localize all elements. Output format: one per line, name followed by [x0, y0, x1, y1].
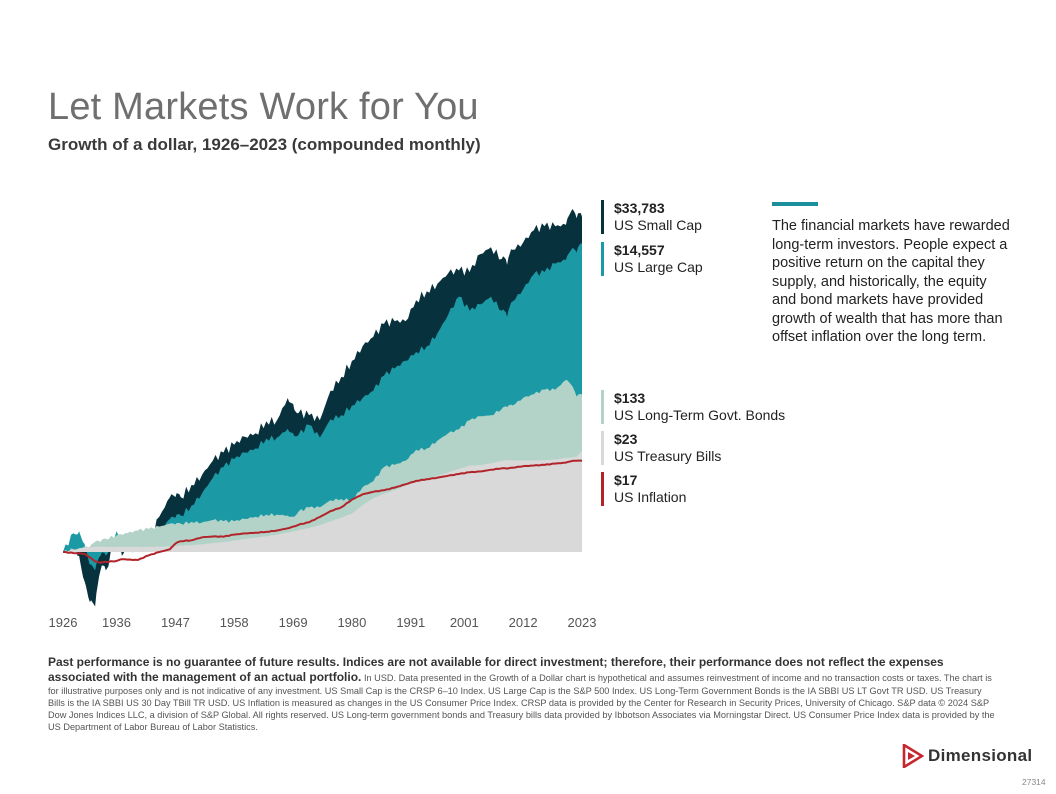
legend-value: $17 [614, 472, 638, 488]
legend-name: US Treasury Bills [614, 448, 722, 464]
disclaimer: Past performance is no guarantee of futu… [48, 655, 998, 733]
legend-value: $23 [614, 431, 638, 447]
x-tick-label: 1926 [49, 615, 78, 630]
disclaimer-lead: Past performance is no guarantee of futu… [48, 655, 944, 684]
legend-item-govt-bonds: $133 US Long-Term Govt. Bonds [601, 390, 785, 424]
callout-text: The financial markets have rewarded long… [772, 218, 1010, 345]
callout-accent-bar [772, 202, 818, 206]
series-treasury-bills-area [63, 451, 582, 552]
growth-chart: 1926 1936 1947 1958 1969 1980 1991 2001 2012 2023 [49, 209, 597, 630]
legend-item-large-cap: $14,557 US Large Cap [601, 242, 703, 276]
disclaimer-body: In USD. Data presented in the Growth of … [48, 673, 995, 732]
x-tick-label: 1969 [279, 615, 308, 630]
x-tick-label: 1947 [161, 615, 190, 630]
legend-name: US Long-Term Govt. Bonds [614, 407, 786, 423]
series-inflation-line [63, 459, 583, 564]
brand-name: Dimensional [928, 746, 1033, 765]
page-title: Let Markets Work for You [48, 86, 479, 128]
x-tick-label: 1958 [220, 615, 249, 630]
legend-value: $14,557 [614, 242, 665, 258]
legend-name: US Small Cap [614, 217, 702, 233]
chart-subtitle: Growth of a dollar, 1926–2023 (compounde… [48, 135, 481, 154]
legend-value: $33,783 [614, 200, 665, 216]
legend-value: $133 [614, 390, 646, 406]
x-tick-label: 2012 [509, 615, 538, 630]
legend-item-small-cap: $33,783 US Small Cap [601, 200, 702, 234]
legend-item-treasury-bills: $23 US Treasury Bills [601, 431, 721, 465]
x-tick-label: 1991 [396, 615, 425, 630]
legend-name: US Large Cap [614, 259, 703, 275]
brand-logo: Dimensional [902, 744, 1032, 768]
document-code: 27314 [1022, 777, 1046, 787]
legend-name: US Inflation [614, 489, 687, 505]
chart-areas [63, 209, 583, 607]
x-tick-label: 2001 [450, 615, 479, 630]
x-tick-label: 2023 [568, 615, 597, 630]
x-tick-label: 1980 [337, 615, 366, 630]
legend-item-inflation: $17 US Inflation [601, 472, 686, 506]
x-axis-ticks: 1926 1936 1947 1958 1969 1980 1991 2001 2012 2023 [49, 615, 597, 630]
dimensional-logo-icon [902, 744, 924, 768]
x-tick-label: 1936 [102, 615, 131, 630]
